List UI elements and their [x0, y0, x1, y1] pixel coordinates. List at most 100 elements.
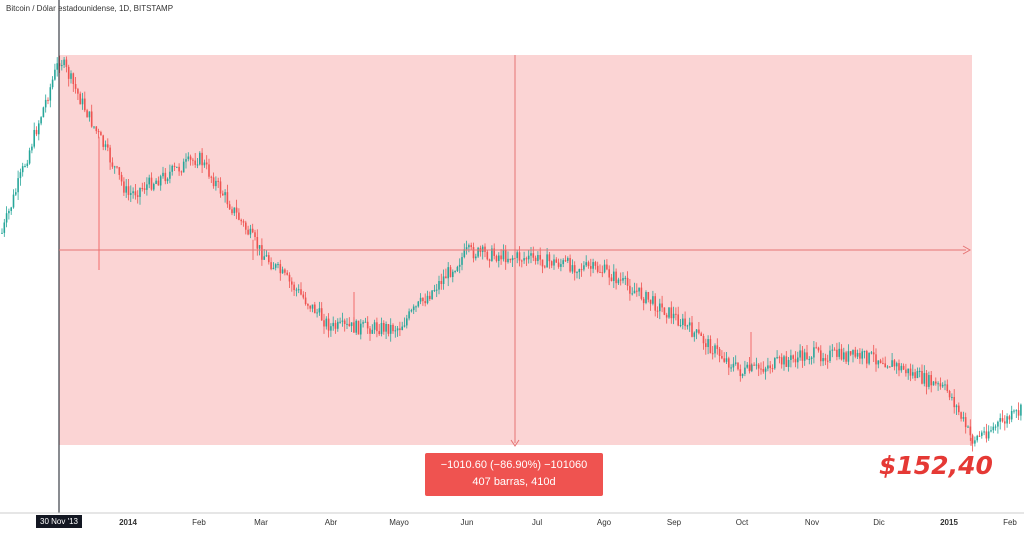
candle-body: [767, 365, 769, 369]
candle-body: [477, 247, 479, 257]
candle-body: [102, 135, 104, 147]
candle-body: [610, 277, 613, 281]
candle-body: [334, 322, 337, 329]
candle-body: [592, 262, 594, 269]
candle-body: [682, 318, 684, 325]
candle-body: [587, 262, 590, 267]
candle-body: [836, 349, 838, 357]
candle-body: [999, 418, 1001, 422]
candle-body: [47, 99, 49, 101]
candle-body: [555, 259, 558, 263]
candle-body: [757, 364, 760, 369]
candle-body: [307, 303, 309, 306]
candle-body: [509, 258, 512, 261]
candle-body: [647, 292, 650, 300]
candle-body: [562, 260, 564, 265]
candle-body: [544, 266, 546, 268]
candle-body: [366, 321, 369, 329]
candle-body: [284, 269, 286, 273]
candle-body: [578, 269, 581, 273]
candle-body: [1017, 410, 1020, 416]
candle-body: [976, 435, 978, 441]
candle-body: [40, 117, 42, 124]
candle-body: [452, 271, 454, 278]
candle-body: [228, 204, 231, 210]
candle-body: [302, 294, 305, 298]
candle-body: [263, 256, 265, 260]
candle-body: [256, 237, 259, 249]
candle-body: [764, 368, 767, 372]
candle-body: [12, 194, 15, 208]
candle-body: [38, 123, 40, 135]
candle-body: [238, 212, 240, 220]
candle-body: [155, 180, 157, 184]
candle-body: [169, 171, 171, 179]
candle-body: [187, 156, 190, 160]
candle-body: [776, 357, 778, 359]
candle-body: [879, 360, 882, 363]
candle-body: [178, 166, 180, 172]
candle-body: [201, 152, 203, 166]
candle-body: [541, 259, 544, 267]
candle-body: [470, 245, 472, 248]
candle-body: [849, 351, 852, 355]
candle-body: [981, 432, 983, 436]
x-tick-label: Mar: [254, 518, 268, 527]
candle-body: [325, 318, 328, 327]
candle-body: [258, 245, 261, 249]
candle-body: [320, 308, 323, 321]
candle-body: [224, 192, 226, 196]
candle-body: [74, 84, 77, 89]
candle-body: [668, 307, 670, 318]
candle-body: [435, 289, 438, 291]
candle-body: [242, 221, 245, 223]
candle-body: [990, 430, 992, 432]
candle-body: [208, 164, 210, 177]
candle-body: [877, 360, 880, 365]
candle-body: [645, 292, 647, 304]
candle-body: [900, 365, 903, 371]
candle-body: [953, 396, 955, 408]
candle-body: [907, 368, 909, 374]
candle-body: [769, 365, 771, 369]
candle-body: [861, 351, 863, 359]
candle-body: [679, 324, 682, 326]
candle-body: [61, 65, 63, 67]
x-tick-label: Abr: [325, 518, 338, 527]
crosshair-date-label[interactable]: 30 Nov '13: [36, 515, 82, 528]
candle-body: [272, 267, 275, 270]
candle-body: [399, 328, 401, 331]
candle-body: [426, 295, 429, 304]
candle-body: [596, 265, 599, 272]
candle-body: [24, 166, 26, 168]
candle-body: [626, 277, 629, 286]
candle-body: [537, 255, 539, 262]
candle-body: [132, 191, 134, 194]
candle-body: [856, 352, 859, 357]
candle-body: [130, 193, 132, 195]
x-tick-label: Feb: [192, 518, 206, 527]
candle-body: [447, 267, 449, 279]
candle-body: [3, 222, 6, 233]
candle-body: [408, 311, 410, 319]
candle-body: [162, 172, 164, 177]
candle-body: [212, 177, 215, 187]
candle-body: [150, 177, 153, 190]
candle-body: [148, 177, 150, 185]
candle-body: [863, 351, 866, 353]
candle-body: [688, 322, 691, 326]
candle-body: [189, 156, 192, 160]
candle-body: [1015, 410, 1018, 412]
candle-body: [948, 390, 951, 398]
candle-body: [240, 219, 242, 222]
candle-body: [415, 306, 417, 308]
candle-body: [1006, 416, 1008, 424]
candle-body: [923, 373, 926, 384]
x-tick-label: Sep: [667, 518, 682, 527]
candle-body: [346, 323, 348, 325]
candle-body: [615, 271, 617, 284]
candle-body: [705, 343, 707, 348]
candle-body: [619, 279, 622, 281]
candle-body: [330, 326, 332, 331]
